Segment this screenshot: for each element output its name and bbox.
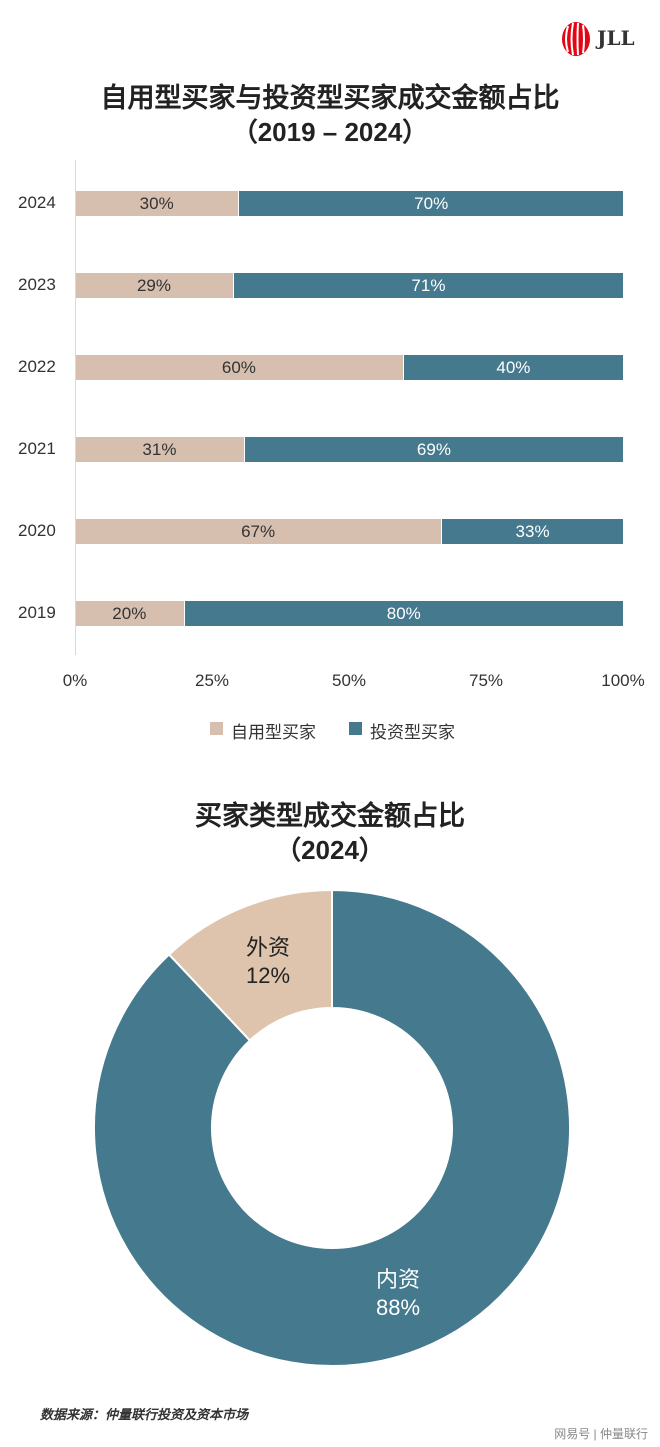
y-tick-label: 2021 (18, 439, 56, 458)
x-tick-label: 75% (468, 671, 504, 690)
x-tick-label: 25% (194, 671, 230, 690)
slice-name-foreign: 外资 (245, 935, 290, 960)
legend-label-investor: 投资型买家 (370, 723, 455, 742)
jll-logo-icon (562, 22, 590, 56)
slice-label-foreign: 外资 12% (228, 934, 308, 990)
bar-legend: 自用型买家 投资型买家 (0, 717, 660, 742)
legend-label-owner: 自用型买家 (231, 723, 316, 742)
data-label: 67% (241, 522, 276, 541)
logo-text: JLL (597, 26, 635, 50)
data-label: 80% (386, 604, 421, 623)
y-axis-line (75, 160, 76, 655)
watermark: 网易号 | 仲量联行 (554, 1427, 648, 1441)
bar-segment-investor: 40% (403, 355, 623, 380)
source-note: 数据来源：仲量联行投资及资本市场 (40, 1407, 249, 1422)
slice-label-domestic: 内资 88% (358, 1266, 438, 1322)
y-tick-label: 2023 (18, 275, 56, 294)
data-label: 40% (496, 358, 531, 377)
x-tick-label: 100% (601, 671, 645, 690)
pie-chart-title: 买家类型成交金额占比 (195, 801, 465, 831)
bar-segment-owner: 20% (75, 601, 184, 626)
bar-segment-investor: 69% (244, 437, 623, 462)
bar-segment-investor: 70% (239, 191, 623, 216)
y-tick-label: 2022 (18, 357, 56, 376)
pie-chart-subtitle: （2024） (275, 835, 385, 865)
bar-chart-title: 自用型买家与投资型买家成交金额占比 (100, 83, 560, 113)
y-tick-label: 2024 (18, 193, 56, 212)
legend-swatch-investor (349, 722, 362, 735)
x-tick-label: 0% (62, 671, 88, 690)
x-tick-label: 50% (331, 671, 367, 690)
data-label: 29% (136, 276, 171, 295)
legend-swatch-owner (210, 722, 223, 735)
bar-chart-subtitle: （2019 – 2024） (231, 117, 429, 147)
bar-segment-investor: 71% (233, 273, 623, 298)
data-label: 31% (142, 440, 177, 459)
y-tick-label: 2020 (18, 521, 56, 540)
bar-segment-investor: 33% (442, 519, 623, 544)
bar-segment-investor: 80% (184, 601, 623, 626)
data-label: 71% (411, 276, 446, 295)
slice-value-foreign: 12% (245, 963, 291, 988)
data-label: 33% (515, 522, 550, 541)
data-label: 69% (416, 440, 451, 459)
bar-segment-owner: 67% (75, 519, 442, 544)
donut-chart (93, 888, 571, 1367)
data-label: 70% (414, 194, 449, 213)
data-label: 20% (112, 604, 147, 623)
slice-name-domestic: 内资 (375, 1267, 420, 1292)
bar-segment-owner: 31% (75, 437, 244, 462)
jll-logo: JLL (561, 20, 651, 60)
y-tick-label: 2019 (18, 603, 56, 622)
data-label: 60% (221, 358, 256, 377)
data-label: 30% (139, 194, 174, 213)
bar-segment-owner: 29% (75, 273, 233, 298)
donut-slice-domestic (93, 888, 571, 1367)
slice-value-domestic: 88% (375, 1295, 421, 1320)
bar-segment-owner: 30% (75, 191, 239, 216)
bar-segment-owner: 60% (75, 355, 403, 380)
